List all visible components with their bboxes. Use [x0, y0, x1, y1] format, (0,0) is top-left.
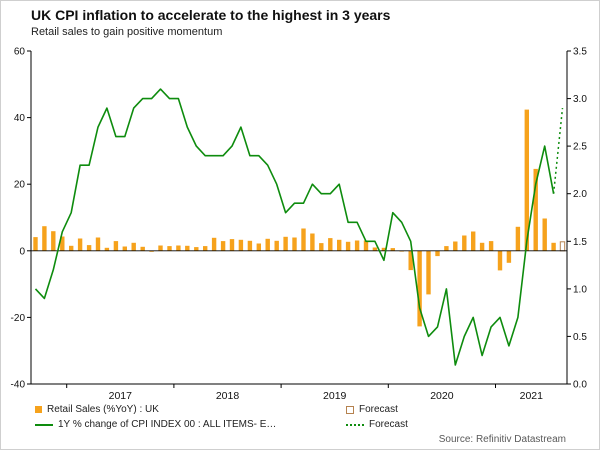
right-axis-tick-label: 0.0	[573, 380, 587, 391]
legend-cpi: 1Y % change of CPI INDEX 00 : ALL ITEMS-…	[35, 419, 276, 430]
x-axis-year-label: 2020	[430, 390, 454, 402]
right-axis-tick-label: 0.5	[573, 332, 587, 343]
right-axis-tick-label: 2.0	[573, 189, 587, 200]
x-axis-year-label: 2018	[216, 390, 240, 402]
left-axis-tick-label: 20	[14, 180, 26, 191]
left-axis-tick-label: 40	[14, 113, 26, 124]
axes: 60 40 20 0 -20 -40 3.5 3.0 2.5 2.0 1.5 1.0 0.5 0.0 201…	[11, 47, 588, 403]
right-axis-tick-label: 1.5	[573, 237, 587, 248]
left-axis-tick-label: 60	[14, 47, 26, 58]
right-axis-tick-label: 3.0	[573, 94, 587, 105]
legend-retail-forecast-label: Forecast	[359, 404, 398, 415]
legend-retail-label: Retail Sales (%YoY) : UK	[47, 404, 159, 415]
x-axis-year-label: 2017	[109, 390, 133, 402]
legend-cpi-forecast-label: Forecast	[369, 419, 408, 430]
cpi-line-marker-icon	[35, 423, 53, 426]
cpi-line	[34, 88, 555, 366]
left-axis-tick-label: -20	[11, 313, 26, 324]
chart-title: UK CPI inflation to accelerate to the hi…	[31, 7, 391, 23]
forecast-bar-marker-icon	[346, 405, 354, 414]
legend-cpi-forecast: Forecast	[346, 419, 408, 430]
right-axis-tick-label: 3.5	[573, 47, 587, 58]
x-axis-year-label: 2021	[520, 390, 544, 402]
retail-forecast-bar	[559, 241, 566, 252]
chart-subtitle: Retail sales to gain positive momentum	[31, 26, 223, 38]
left-axis-tick-label: 0	[19, 246, 25, 257]
legend-cpi-label: 1Y % change of CPI INDEX 00 : ALL ITEMS-…	[58, 419, 277, 430]
right-axis-tick-label: 2.5	[573, 142, 587, 153]
source-attribution: Source: Refinitiv Datastream	[438, 434, 566, 445]
right-axis-tick-label: 1.0	[573, 284, 587, 295]
legend-retail: Retail Sales (%YoY) : UK	[35, 404, 159, 415]
cpi-forecast-line	[552, 108, 564, 194]
legend-retail-forecast: Forecast	[346, 404, 398, 415]
left-axis-tick-label: -40	[11, 380, 26, 391]
forecast-line-marker-icon	[346, 423, 364, 426]
retail-bar-marker-icon	[35, 406, 42, 413]
x-axis-year-label: 2019	[323, 390, 347, 402]
retail-bars	[33, 109, 556, 327]
